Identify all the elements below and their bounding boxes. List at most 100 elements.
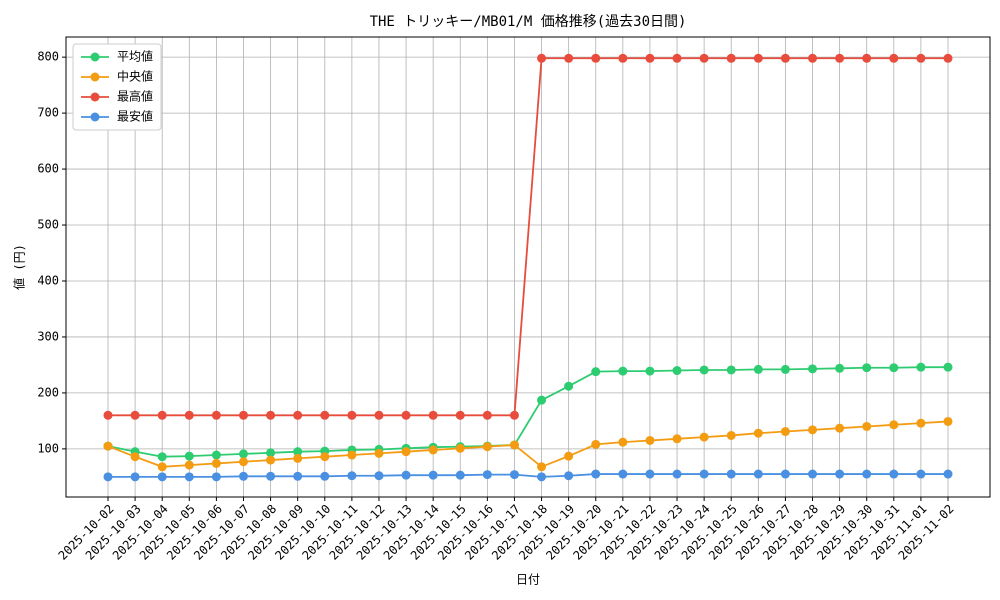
- data-point: [482, 410, 492, 420]
- legend-box: [72, 43, 162, 131]
- data-point: [238, 449, 248, 459]
- data-point: [645, 469, 655, 479]
- data-point: [293, 471, 303, 481]
- data-point: [564, 471, 574, 481]
- data-point: [699, 365, 709, 375]
- data-point: [293, 447, 303, 457]
- data-point: [672, 53, 682, 63]
- y-tick-label: 800: [37, 50, 59, 64]
- legend-label: 最高値: [117, 89, 153, 104]
- y-tick-label: 200: [37, 385, 59, 399]
- data-point: [699, 432, 709, 442]
- data-point: [564, 451, 574, 461]
- y-tick-label: 300: [37, 329, 59, 343]
- data-point: [916, 418, 926, 428]
- data-point: [266, 455, 276, 465]
- legend-marker: [90, 52, 100, 62]
- data-point: [211, 472, 221, 482]
- data-point: [808, 425, 818, 435]
- data-point: [862, 363, 872, 373]
- data-point: [211, 410, 221, 420]
- data-point: [293, 410, 303, 420]
- data-point: [753, 53, 763, 63]
- y-tick-label: 100: [37, 441, 59, 455]
- legend-marker: [90, 92, 100, 102]
- data-point: [238, 410, 248, 420]
- plot-frame: [65, 36, 991, 498]
- data-point: [645, 366, 655, 376]
- series-line: [108, 57, 948, 417]
- data-point: [184, 410, 194, 420]
- data-point: [509, 440, 519, 450]
- legend-label: 平均値: [117, 49, 153, 64]
- data-point: [835, 423, 845, 433]
- legend-label: 最安値: [117, 109, 153, 124]
- data-point: [889, 53, 899, 63]
- data-point: [591, 53, 601, 63]
- data-point: [211, 458, 221, 468]
- data-point: [157, 462, 167, 472]
- data-point: [726, 469, 736, 479]
- data-point: [808, 364, 818, 374]
- data-point: [320, 410, 330, 420]
- y-tick-label: 700: [37, 106, 59, 120]
- data-point: [645, 435, 655, 445]
- data-point: [537, 53, 547, 63]
- data-point: [130, 452, 140, 462]
- data-point: [428, 410, 438, 420]
- data-point: [591, 469, 601, 479]
- data-point: [564, 381, 574, 391]
- data-point: [130, 472, 140, 482]
- data-point: [862, 421, 872, 431]
- data-point: [238, 457, 248, 467]
- data-point: [482, 442, 492, 452]
- data-point: [374, 471, 384, 481]
- data-point: [591, 367, 601, 377]
- data-point: [184, 451, 194, 461]
- data-point: [699, 53, 709, 63]
- data-point: [780, 469, 790, 479]
- series-line: [107, 420, 949, 468]
- data-point: [537, 472, 547, 482]
- series-line: [108, 473, 948, 478]
- data-point: [618, 366, 628, 376]
- data-point: [645, 53, 655, 63]
- data-point: [699, 469, 709, 479]
- data-point: [184, 472, 194, 482]
- data-point: [564, 53, 574, 63]
- y-axis-label: 値 (円): [12, 244, 27, 290]
- data-point: [374, 448, 384, 458]
- data-point: [401, 447, 411, 457]
- data-point: [320, 452, 330, 462]
- data-point: [672, 434, 682, 444]
- data-point: [455, 443, 465, 453]
- data-point: [184, 460, 194, 470]
- data-point: [103, 472, 113, 482]
- data-point: [753, 469, 763, 479]
- data-point: [591, 439, 601, 449]
- data-point: [808, 53, 818, 63]
- legend-marker: [90, 112, 100, 122]
- data-point: [509, 470, 519, 480]
- data-point: [916, 469, 926, 479]
- data-point: [862, 53, 872, 63]
- data-point: [618, 437, 628, 447]
- data-point: [808, 469, 818, 479]
- data-point: [347, 471, 357, 481]
- data-point: [401, 470, 411, 480]
- data-point: [889, 420, 899, 430]
- data-point: [157, 410, 167, 420]
- x-axis-label: 日付: [516, 573, 540, 587]
- data-point: [401, 410, 411, 420]
- data-point: [943, 469, 953, 479]
- data-point: [537, 395, 547, 405]
- data-point: [753, 428, 763, 438]
- data-point: [780, 427, 790, 437]
- data-point: [130, 410, 140, 420]
- data-point: [835, 469, 845, 479]
- data-point: [320, 471, 330, 481]
- data-point: [835, 363, 845, 373]
- data-point: [428, 445, 438, 455]
- data-point: [238, 471, 248, 481]
